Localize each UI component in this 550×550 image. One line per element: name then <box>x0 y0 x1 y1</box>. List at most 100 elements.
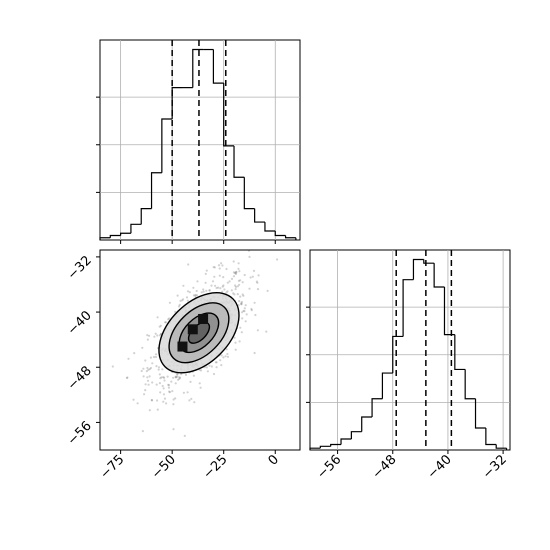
scatter-point <box>176 294 179 297</box>
scatter-point <box>230 289 233 292</box>
scatter-point <box>234 285 238 288</box>
hist-bin <box>495 444 507 449</box>
hist-bin <box>264 222 276 232</box>
scatter-point <box>186 391 189 394</box>
hist-bin <box>284 235 296 239</box>
scatter-point <box>249 276 252 279</box>
scatter-point <box>181 299 184 302</box>
scatter-point <box>151 381 154 384</box>
scatter-point <box>159 377 162 380</box>
hist-bin <box>130 223 142 234</box>
scatter-point <box>241 317 244 320</box>
scatter-point <box>226 281 229 284</box>
scatter-point <box>208 289 211 292</box>
scatter-point <box>147 368 150 371</box>
scatter-point <box>232 271 235 274</box>
scatter-point <box>184 373 188 376</box>
scatter-point <box>213 275 216 278</box>
scatter-point <box>254 313 257 317</box>
scatter-point <box>212 372 216 376</box>
panel-hist-y-frame <box>309 249 511 451</box>
density-core <box>198 313 209 324</box>
hist-y-ticks: −56 −48 −40 −32 <box>314 450 510 482</box>
scatter-point <box>243 310 246 313</box>
scatter-point <box>238 283 241 286</box>
scatter-point <box>240 302 243 305</box>
scatter-point <box>172 403 175 406</box>
scatter-point <box>206 370 209 373</box>
scatter-point <box>222 356 225 359</box>
scatter-point <box>156 334 159 337</box>
scatter-point <box>178 376 181 379</box>
scatter-point <box>219 287 222 290</box>
scatter-point <box>202 288 205 291</box>
scatter-point <box>149 356 152 359</box>
hist-bin <box>464 369 476 400</box>
scatter-point <box>168 301 171 304</box>
scatter-point <box>154 355 158 359</box>
scatter-point <box>234 288 237 291</box>
scatter-point <box>236 285 239 288</box>
scatter-point <box>182 284 185 287</box>
scatter-point <box>208 364 211 367</box>
hist-bin <box>433 263 445 288</box>
scatter-point <box>126 376 129 379</box>
scatter-point <box>233 293 236 296</box>
scatter-point <box>146 376 149 379</box>
scatter-point <box>163 376 166 379</box>
scatter-point <box>168 317 171 320</box>
x-tick-label: −56 <box>314 452 344 482</box>
panel-hist-y: −56 −48 −40 −32 <box>306 249 511 482</box>
hist-bin <box>319 445 331 449</box>
scatter-point <box>166 375 169 378</box>
density-core <box>177 341 188 352</box>
scatter-point <box>211 280 215 283</box>
scatter-point <box>196 294 199 297</box>
scatter-point <box>236 293 239 296</box>
density-core <box>187 324 198 335</box>
scatter-point <box>256 281 259 284</box>
hist-bin <box>109 234 121 238</box>
scatter-point <box>189 380 192 383</box>
scatter-point <box>243 273 246 277</box>
scatter-point <box>187 263 190 266</box>
scatter-point <box>186 290 190 293</box>
scatter-point <box>144 359 147 362</box>
scatter-point <box>190 397 193 400</box>
scatter-point <box>158 382 161 385</box>
scatter-point <box>240 300 243 304</box>
scatter-point <box>243 307 246 310</box>
hist-bin <box>309 447 321 450</box>
scatter-point <box>146 338 149 341</box>
scatter-point <box>146 379 150 382</box>
scatter-point <box>159 324 162 327</box>
scatter-point <box>153 335 156 338</box>
scatter-point <box>144 383 147 386</box>
scatter-point <box>210 365 213 368</box>
hist-bin <box>443 286 455 336</box>
scatter-point <box>160 376 163 379</box>
scatter-point <box>225 348 228 351</box>
hist-bin <box>243 177 255 210</box>
x-tick-label: −50 <box>149 452 179 482</box>
scatter-point <box>177 378 180 381</box>
scatter-point <box>157 366 161 369</box>
scatter-point <box>232 260 235 263</box>
panel-scatter: −75 −50 −25 0 −32 −40 −48 −56 <box>65 249 301 482</box>
scatter-point <box>220 364 223 367</box>
scatter-point <box>127 357 130 360</box>
scatter-point <box>250 309 253 312</box>
scatter-point <box>240 302 243 305</box>
scatter-point <box>240 331 243 334</box>
scatter-point <box>152 355 156 359</box>
scatter-point <box>172 376 175 379</box>
scatter-point <box>179 299 182 302</box>
panel-hist-x <box>96 39 301 244</box>
scatter-point <box>208 289 211 292</box>
scatter-point <box>195 289 198 293</box>
scatter-point <box>245 313 248 316</box>
scatter-point <box>162 376 165 379</box>
scatter-point <box>226 352 229 356</box>
scatter-point <box>215 366 218 369</box>
scatter-point <box>198 382 201 385</box>
